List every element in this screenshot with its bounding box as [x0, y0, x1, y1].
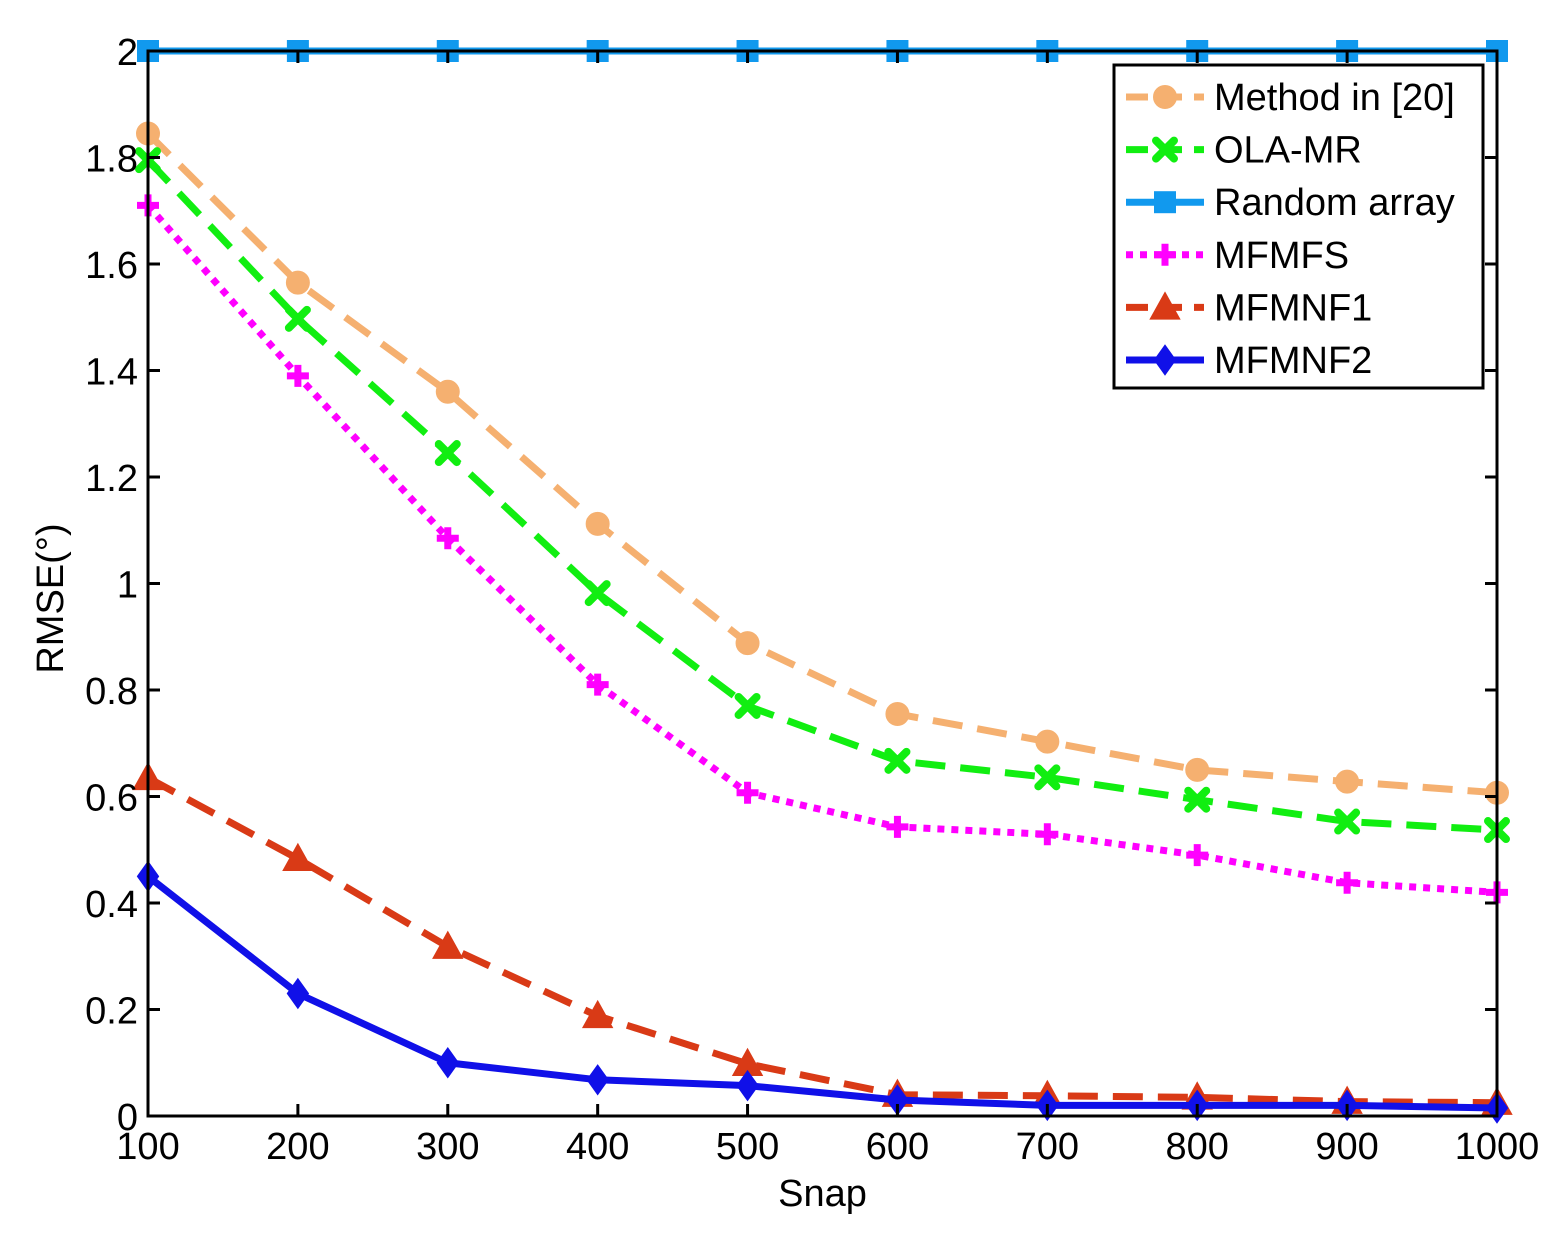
- legend-box: [1112, 63, 1485, 390]
- marker-method-in-20: [1153, 85, 1177, 109]
- y-tick-label: 1.4: [85, 352, 138, 394]
- legend-label: OLA-MR: [1214, 130, 1362, 172]
- marker-mfmnf1: [581, 999, 614, 1029]
- y-tick-label: 2: [117, 32, 138, 74]
- legend: Method in [20] OLA-MR Random array MFMFS MFM…: [1112, 63, 1485, 390]
- marker-method-in-20: [1185, 757, 1210, 782]
- marker-mfmnf2: [436, 1047, 460, 1079]
- legend-item-random-array: Random array: [1126, 182, 1455, 224]
- marker-mfmfs: [1036, 823, 1059, 846]
- marker-mfmfs: [1336, 871, 1359, 894]
- marker-ola-mr: [1034, 764, 1061, 791]
- marker-method-in-20: [285, 270, 310, 295]
- marker-random-array: [1154, 191, 1176, 214]
- legend-item-mfmnf1: MFMNF1: [1126, 287, 1372, 329]
- x-tick-label: 700: [1016, 1126, 1079, 1168]
- y-tick-label: 0.6: [85, 778, 138, 820]
- series-line-method-in-20: [145, 131, 1498, 797]
- x-tick-label: 400: [566, 1126, 629, 1168]
- marker-mfmfs: [1154, 243, 1176, 266]
- marker-ola-mr: [1334, 808, 1361, 835]
- legend-label: MFMNF1: [1214, 287, 1372, 329]
- y-axis-label: RMSE(°): [30, 523, 72, 673]
- marker-method-in-20: [1335, 769, 1360, 794]
- x-tick-label: 100: [116, 1126, 179, 1168]
- x-tick-label: 500: [716, 1126, 779, 1168]
- marker-mfmfs: [436, 527, 459, 550]
- axes: 100 200 300 400 500 600 700 800 900 1000 0 0.2 0.4 0.…: [85, 32, 1539, 1168]
- marker-ola-mr: [884, 747, 911, 774]
- y-tick-label: 0: [117, 1097, 138, 1139]
- series-ola-mr: [135, 147, 1510, 844]
- marker-mfmnf2: [586, 1064, 609, 1096]
- legend-label: MFMNF2: [1214, 340, 1372, 382]
- series-method-in-20: [136, 121, 1509, 805]
- legend-item-mfmfs: MFMFS: [1126, 235, 1349, 277]
- x-axis-label: Snap: [778, 1173, 867, 1215]
- y-tick-label: 0.2: [85, 991, 138, 1033]
- marker-mfmfs: [1186, 844, 1209, 867]
- series-line-mfmnf1: [146, 774, 1498, 1107]
- y-tick-label: 1.2: [85, 458, 138, 500]
- x-tick-label: 300: [416, 1126, 479, 1168]
- x-tick-label: 600: [866, 1126, 929, 1168]
- y-tick-label: 1.8: [85, 139, 138, 181]
- series-line-ola-mr: [145, 157, 1498, 834]
- x-tick-label: 800: [1166, 1126, 1229, 1168]
- legend-item-ola-mr: OLA-MR: [1126, 130, 1362, 172]
- plot-area: [132, 40, 1513, 1124]
- series-line-mfmnf2: [145, 873, 1498, 1112]
- y-tick-label: 0.8: [85, 671, 138, 713]
- marker-mfmnf1: [432, 930, 464, 959]
- legend-label: Method in [20]: [1214, 77, 1455, 119]
- marker-mfmnf1: [1149, 291, 1181, 320]
- marker-ola-mr: [434, 440, 461, 467]
- marker-ola-mr: [1184, 786, 1211, 813]
- marker-method-in-20: [735, 631, 760, 656]
- y-tick-label: 0.4: [85, 884, 138, 926]
- marker-mfmnf1: [282, 842, 314, 872]
- marker-mfmnf2: [1153, 344, 1177, 376]
- marker-method-in-20: [435, 379, 460, 404]
- marker-method-in-20: [585, 511, 610, 536]
- marker-ola-mr: [584, 580, 611, 607]
- y-tick-label: 1: [117, 565, 138, 607]
- legend-label: MFMFS: [1214, 235, 1349, 277]
- x-tick-label: 1000: [1455, 1126, 1540, 1168]
- y-tick-label: 1.6: [85, 245, 138, 287]
- marker-method-in-20: [885, 701, 910, 726]
- legend-item-mfmnf2: MFMNF2: [1126, 340, 1372, 382]
- marker-ola-mr: [1152, 136, 1178, 163]
- marker-mfmnf2: [286, 977, 310, 1010]
- series-line-mfmfs: [145, 203, 1498, 896]
- legend-label: Random array: [1214, 182, 1455, 224]
- marker-ola-mr: [734, 692, 761, 719]
- marker-method-in-20: [1035, 729, 1060, 754]
- marker-mfmfs: [586, 673, 609, 696]
- legend-item-method-in-20: Method in [20]: [1126, 77, 1455, 119]
- marker-ola-mr: [284, 305, 311, 332]
- marker-mfmfs: [886, 815, 909, 838]
- x-tick-label: 900: [1315, 1126, 1378, 1168]
- marker-mfmnf2: [736, 1069, 759, 1102]
- marker-mfmfs: [286, 364, 309, 387]
- marker-mfmfs: [736, 781, 759, 804]
- x-tick-label: 200: [266, 1126, 329, 1168]
